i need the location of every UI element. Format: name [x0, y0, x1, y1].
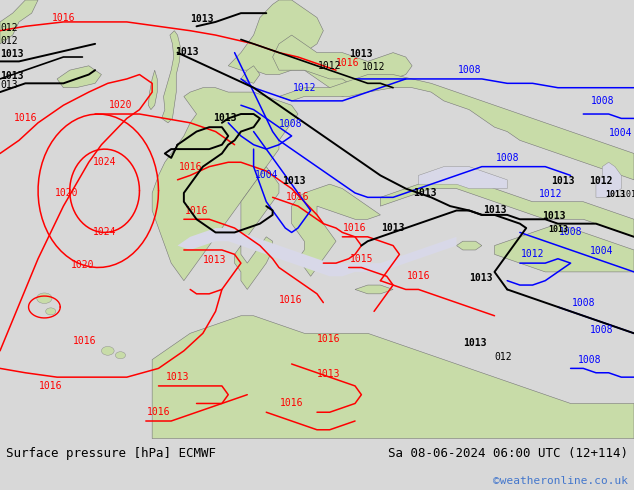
Text: 1013: 1013	[548, 225, 569, 234]
Text: 1013: 1013	[349, 49, 372, 59]
Text: 1008: 1008	[578, 355, 602, 365]
Text: 012: 012	[0, 36, 18, 46]
Text: 012: 012	[0, 23, 18, 33]
Polygon shape	[152, 316, 634, 439]
Text: 1020: 1020	[70, 260, 94, 270]
Text: 1013: 1013	[203, 255, 226, 265]
Text: ©weatheronline.co.uk: ©weatheronline.co.uk	[493, 476, 628, 486]
Text: 1004: 1004	[254, 171, 278, 180]
Text: 1016: 1016	[406, 271, 430, 281]
Text: 1016: 1016	[51, 13, 75, 23]
Text: Surface pressure [hPa] ECMWF: Surface pressure [hPa] ECMWF	[6, 447, 216, 461]
Polygon shape	[241, 66, 260, 83]
Text: 1008: 1008	[590, 325, 613, 335]
Circle shape	[46, 308, 56, 315]
Text: 1016: 1016	[73, 336, 96, 346]
Text: 1016: 1016	[336, 58, 359, 68]
Text: 1020: 1020	[108, 100, 133, 110]
Circle shape	[115, 352, 126, 359]
Text: 1012: 1012	[621, 190, 634, 199]
Text: 1008: 1008	[279, 119, 302, 129]
Text: 1012: 1012	[292, 83, 316, 93]
Polygon shape	[57, 66, 101, 88]
Text: 013: 013	[0, 80, 18, 90]
Text: 1008: 1008	[457, 65, 481, 75]
Text: 1012: 1012	[521, 249, 545, 259]
Polygon shape	[380, 180, 634, 237]
Text: 1012: 1012	[318, 61, 342, 71]
Polygon shape	[418, 167, 507, 189]
Text: 1016: 1016	[343, 223, 367, 233]
Text: 1008: 1008	[590, 96, 614, 106]
Text: 1013: 1013	[381, 223, 405, 233]
Text: 1013: 1013	[0, 71, 23, 81]
Polygon shape	[355, 285, 393, 294]
Text: 1016: 1016	[39, 381, 63, 391]
Text: 1013: 1013	[463, 339, 486, 348]
Text: Sa 08-06-2024 06:00 UTC (12+114): Sa 08-06-2024 06:00 UTC (12+114)	[387, 447, 628, 461]
Text: 1004: 1004	[609, 128, 632, 138]
Text: 1013: 1013	[542, 211, 566, 221]
Text: 1013: 1013	[413, 188, 437, 198]
Polygon shape	[178, 228, 456, 276]
Text: 1016: 1016	[280, 398, 304, 409]
Text: 1024: 1024	[93, 157, 117, 167]
Text: 1016: 1016	[13, 113, 37, 123]
Polygon shape	[292, 184, 380, 276]
Text: 1016: 1016	[146, 407, 171, 417]
Text: 1008: 1008	[571, 297, 595, 308]
Text: 1013: 1013	[552, 176, 575, 186]
Polygon shape	[279, 74, 634, 180]
Polygon shape	[235, 167, 279, 290]
Text: 1013: 1013	[482, 205, 507, 215]
Text: 1004: 1004	[590, 246, 613, 256]
Text: 1013: 1013	[469, 272, 493, 283]
Polygon shape	[148, 70, 157, 110]
Text: 1013: 1013	[165, 372, 190, 382]
Polygon shape	[162, 31, 181, 123]
Text: 1013: 1013	[190, 14, 214, 24]
Text: 1013: 1013	[175, 47, 199, 57]
Text: 1016: 1016	[184, 205, 209, 216]
Text: 1016: 1016	[279, 294, 302, 305]
Circle shape	[37, 293, 52, 303]
Text: 1013: 1013	[213, 113, 237, 123]
Polygon shape	[273, 35, 412, 92]
Text: 1013: 1013	[0, 49, 23, 59]
Polygon shape	[0, 0, 38, 44]
Text: 1013: 1013	[605, 190, 626, 199]
Text: 1012: 1012	[590, 176, 613, 186]
Polygon shape	[596, 162, 621, 197]
Polygon shape	[152, 88, 298, 281]
Text: 1012: 1012	[361, 62, 385, 72]
Text: 1024: 1024	[93, 227, 117, 238]
Text: 1015: 1015	[349, 254, 373, 264]
Text: 1012: 1012	[539, 189, 562, 199]
Polygon shape	[495, 223, 634, 272]
Text: 1020: 1020	[55, 188, 79, 198]
Text: 1008: 1008	[559, 227, 583, 238]
Text: 012: 012	[495, 352, 512, 362]
Text: 1013: 1013	[282, 176, 306, 186]
Text: 1016: 1016	[286, 193, 310, 202]
Text: 1013: 1013	[317, 369, 340, 379]
Circle shape	[101, 346, 114, 355]
Text: 1008: 1008	[495, 153, 519, 163]
Text: 1016: 1016	[317, 334, 340, 344]
Polygon shape	[228, 0, 361, 97]
Polygon shape	[456, 241, 482, 250]
Text: 1016: 1016	[178, 162, 202, 172]
